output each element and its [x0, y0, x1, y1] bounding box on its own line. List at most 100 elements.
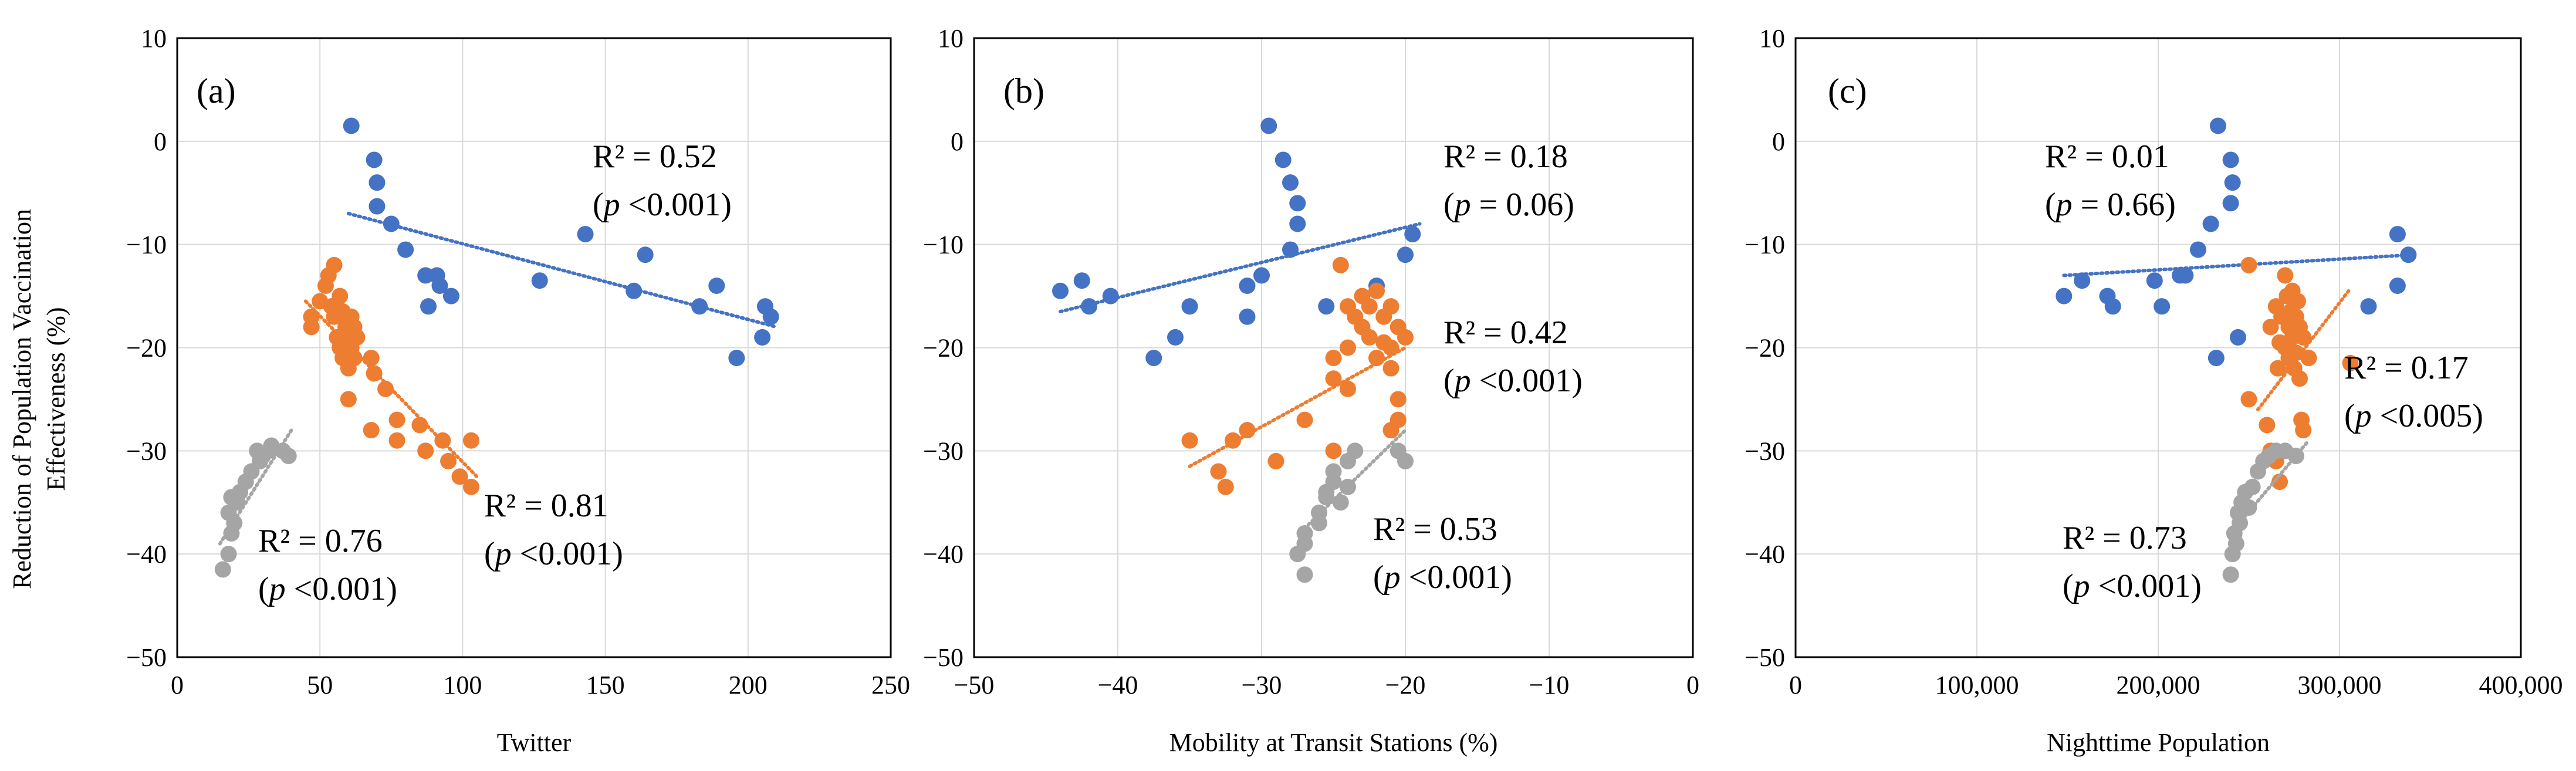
data-point-orange	[2291, 370, 2308, 387]
data-point-orange	[1325, 350, 1342, 367]
data-point-orange	[2289, 293, 2306, 310]
y-tick-label: 10	[141, 24, 167, 53]
x-axis-label: Twitter	[497, 728, 572, 757]
data-point-orange	[1332, 256, 1349, 273]
annotation-blue-p-label: (p <0.001)	[593, 187, 732, 223]
data-point-blue	[2056, 288, 2073, 305]
series-orange: R² = 0.42 (p <0.001)	[1181, 256, 1583, 495]
y-axis-title: Reduction of Population Vaccination Effe…	[8, 209, 70, 589]
data-point-orange	[1382, 422, 1399, 439]
data-point-blue	[2189, 241, 2206, 258]
data-point-blue	[754, 329, 771, 346]
plot-frame	[973, 37, 1694, 658]
annotation-gray-p-label: (p <0.001)	[258, 571, 397, 607]
x-tick-label: 250	[871, 671, 910, 699]
annotation-gray-p-label: (p <0.001)	[2063, 568, 2202, 604]
data-point-blue	[1404, 226, 1421, 243]
data-point-blue	[1167, 329, 1184, 346]
data-point-gray	[2222, 566, 2239, 583]
x-tick-label: 50	[307, 671, 333, 699]
data-point-orange	[2262, 319, 2279, 336]
data-point-orange	[440, 452, 457, 469]
y-tick-label: −10	[923, 231, 964, 259]
y-tick-label: −30	[1745, 437, 1785, 465]
panel-label: (b)	[1003, 72, 1044, 110]
chart-panel-2: −50 −40 −30 −20 −10 0 −50 −40 −30 −20 −10 0 10 Mobili…	[923, 24, 1699, 757]
data-point-orange	[1390, 391, 1407, 408]
x-tick-label: 200	[729, 671, 768, 699]
series-blue: R² = 0.01 (p = 0.66)	[2045, 117, 2417, 367]
trendline-orange	[1188, 346, 1407, 468]
data-point-blue	[2222, 151, 2239, 168]
data-point-blue	[2209, 117, 2226, 134]
annotation-orange-r2-label: R² = 0.81	[484, 488, 608, 524]
data-point-blue	[577, 226, 594, 243]
data-point-gray	[2227, 535, 2244, 552]
data-point-blue	[420, 298, 437, 315]
x-tick-label: 0	[171, 671, 184, 699]
data-point-gray	[1347, 442, 1364, 459]
data-point-orange	[2269, 360, 2286, 377]
data-point-gray	[1325, 463, 1342, 480]
data-point-blue	[1239, 308, 1256, 325]
data-point-blue	[1275, 151, 1292, 168]
data-point-orange	[1361, 329, 1378, 346]
data-point-orange	[462, 478, 479, 495]
y-tick-label: −40	[923, 540, 964, 569]
x-tick-label: −30	[1242, 671, 1282, 699]
data-point-blue	[343, 117, 360, 134]
annotation-orange-p-label: (p <0.001)	[1443, 363, 1583, 399]
data-point-orange	[1397, 329, 1414, 346]
x-tick-label: 0	[1686, 671, 1699, 699]
data-point-orange	[1382, 360, 1399, 377]
data-point-orange	[388, 411, 405, 428]
data-point-blue	[2202, 215, 2219, 232]
x-axis-label: Mobility at Transit Stations (%)	[1169, 728, 1498, 757]
data-point-blue	[2154, 298, 2171, 315]
y-tick-label: −20	[126, 334, 167, 363]
y-tick-label: −10	[126, 231, 167, 259]
data-point-blue	[1318, 298, 1335, 315]
x-tick-label: −20	[1385, 671, 1426, 699]
data-point-orange	[388, 432, 405, 449]
data-point-blue	[397, 241, 414, 258]
x-tick-label: 150	[586, 671, 625, 699]
data-point-orange	[303, 319, 320, 336]
data-point-blue	[1289, 195, 1306, 212]
data-point-orange	[1267, 452, 1284, 469]
data-point-blue	[1253, 267, 1270, 284]
data-point-orange	[2300, 350, 2317, 367]
data-point-blue	[1260, 117, 1277, 134]
annotation-blue-r2-label: R² = 0.01	[2045, 138, 2169, 175]
data-point-orange	[2277, 267, 2294, 284]
y-tick-label: 10	[938, 24, 964, 53]
y-tick-label: −50	[923, 643, 964, 672]
data-point-orange	[1340, 380, 1356, 397]
trendline-gray	[2229, 438, 2311, 535]
y-tick-label: 0	[154, 127, 167, 156]
annotation-gray-r2-label: R² = 0.53	[1373, 511, 1497, 547]
panel-label: (c)	[1828, 72, 1867, 110]
plot-frame	[176, 37, 892, 658]
y-tick-label: −20	[923, 334, 964, 363]
data-point-gray	[1311, 515, 1327, 532]
data-point-blue	[2074, 272, 2091, 289]
x-axis-label: Nighttime Population	[2047, 728, 2270, 757]
x-tick-label: 200,000	[2117, 671, 2200, 699]
data-point-orange	[2287, 344, 2304, 361]
data-point-blue	[2222, 195, 2239, 212]
data-point-blue	[2229, 329, 2246, 346]
data-point-blue	[431, 278, 448, 294]
x-tick-label: 100,000	[1935, 671, 2019, 699]
data-point-blue	[1282, 174, 1299, 191]
annotation-gray-r2-label: R² = 0.73	[2063, 520, 2187, 556]
annotation-blue-p-label: (p = 0.66)	[2045, 187, 2176, 223]
data-point-blue	[1073, 272, 1090, 289]
data-point-blue	[728, 350, 745, 367]
y-axis-title-line1: Reduction of Population Vaccination	[8, 209, 36, 589]
x-tick-label: 300,000	[2298, 671, 2382, 699]
data-point-blue	[2207, 350, 2225, 367]
series-orange: R² = 0.17 (p <0.005)	[2240, 256, 2483, 491]
data-point-orange	[417, 442, 434, 459]
data-point-orange	[1181, 432, 1198, 449]
